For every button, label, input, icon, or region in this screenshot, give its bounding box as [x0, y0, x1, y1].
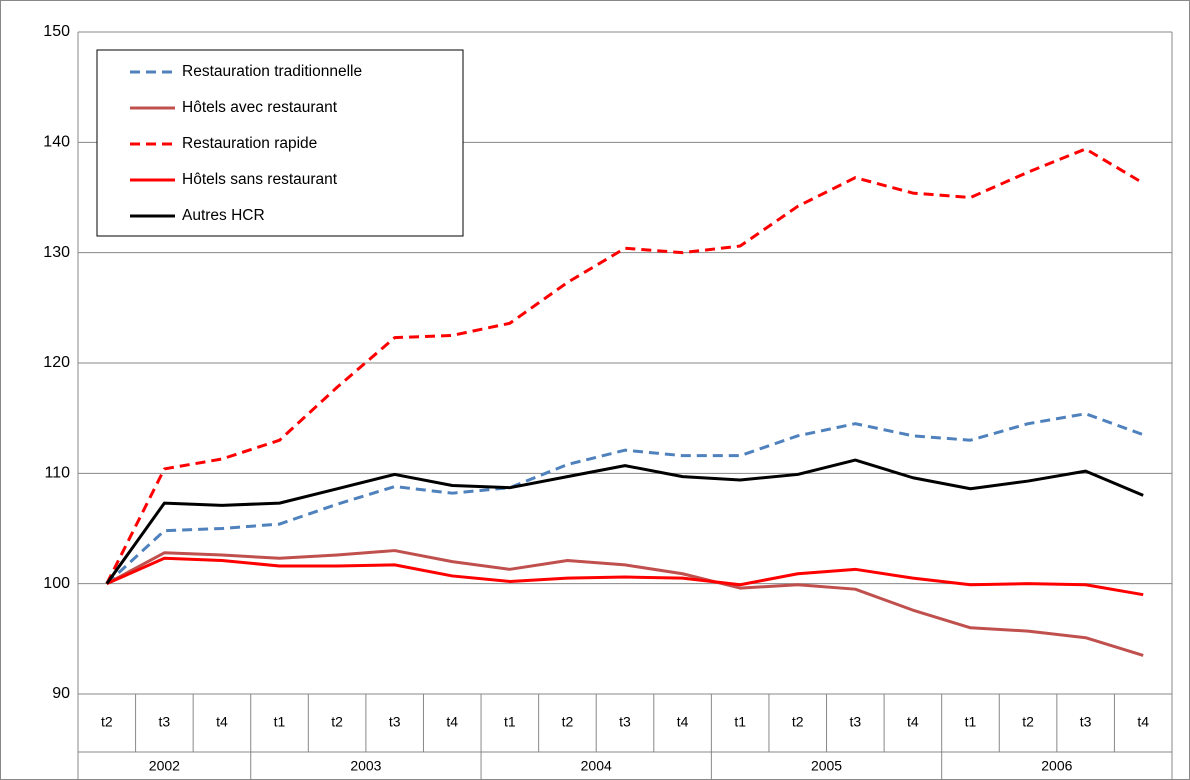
- series-line: [105, 147, 1144, 585]
- series-line: [105, 412, 1144, 585]
- y-tick-label: 130: [43, 244, 70, 261]
- x-tick-label: t1: [504, 714, 516, 730]
- series-line: [105, 458, 1144, 585]
- y-tick-label: 150: [43, 23, 70, 40]
- x-tick-label: t4: [1137, 714, 1149, 730]
- x-tick-label: t1: [734, 714, 746, 730]
- y-tick-label: 100: [43, 575, 70, 592]
- year-label: 2006: [1041, 758, 1072, 774]
- x-tick-label: t3: [389, 714, 401, 730]
- y-tick-label: 90: [52, 685, 70, 702]
- x-tick-label: t2: [562, 714, 574, 730]
- x-tick-label: t2: [101, 714, 113, 730]
- legend-label: Restauration traditionnelle: [182, 63, 362, 80]
- x-tick-label: t2: [792, 714, 804, 730]
- y-tick-label: 120: [43, 354, 70, 371]
- series-line: [106, 549, 1144, 657]
- x-tick-label: t4: [907, 714, 919, 730]
- y-tick-label: 140: [43, 134, 70, 151]
- x-tick-label: t1: [274, 714, 286, 730]
- x-tick-label: t4: [216, 714, 228, 730]
- legend-label: Hôtels avec restaurant: [182, 99, 338, 116]
- x-tick-label: t3: [159, 714, 171, 730]
- y-tick-label: 110: [44, 465, 70, 482]
- year-label: 2005: [811, 758, 842, 774]
- x-tick-label: t1: [965, 714, 977, 730]
- year-label: 2002: [149, 758, 180, 774]
- legend-label: Hôtels sans restaurant: [182, 171, 338, 188]
- series-line: [106, 556, 1144, 597]
- x-tick-label: t3: [1080, 714, 1092, 730]
- x-tick-label: t4: [677, 714, 689, 730]
- legend-box: [96, 49, 464, 237]
- year-label: 2003: [350, 758, 381, 774]
- year-label: 2004: [581, 758, 612, 774]
- x-tick-label: t4: [446, 714, 458, 730]
- x-tick-label: t3: [619, 714, 631, 730]
- x-tick-label: t3: [849, 714, 861, 730]
- legend-label: Autres HCR: [182, 207, 265, 224]
- x-tick-label: t2: [331, 714, 343, 730]
- x-tick-label: t2: [1022, 714, 1034, 730]
- legend-label: Restauration rapide: [182, 135, 317, 152]
